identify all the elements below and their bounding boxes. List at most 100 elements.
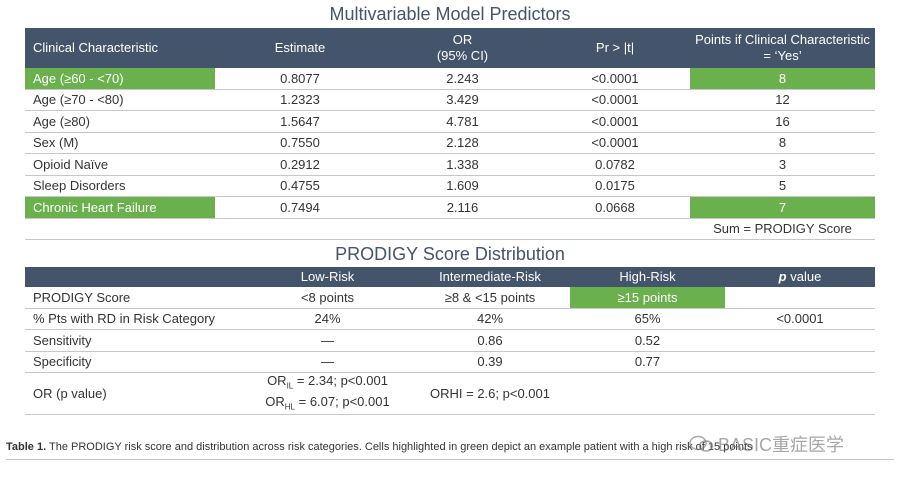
wechat-icon (689, 435, 714, 452)
row-label: % Pts with RD in Risk Category (25, 308, 245, 330)
header-p-italic: p (778, 269, 787, 284)
row-pr: 0.0668 (540, 196, 690, 219)
row-characteristic: Age (≥80) (25, 110, 215, 133)
row-intermediate: 0.86 (410, 329, 570, 352)
header-p-rest: value (786, 269, 822, 284)
row-low: <8 points (245, 287, 410, 309)
row-characteristic: Age (≥70 - <80) (25, 89, 215, 111)
row-high: ≥15 points (570, 287, 725, 309)
row-intermediate: ≥8 & <15 points (410, 287, 570, 309)
row-estimate: 1.5647 (215, 110, 385, 133)
caption-label: Table 1. (6, 441, 47, 453)
row-high-or (570, 372, 725, 416)
row-high: 0.52 (570, 329, 725, 352)
row-characteristic: Chronic Heart Failure (25, 196, 215, 219)
row-points: 3 (690, 153, 875, 176)
row-p (725, 287, 875, 309)
row-pr: <0.0001 (540, 110, 690, 133)
predictors-table: Clinical Characteristic Estimate OR (95% … (25, 28, 875, 240)
table-row: Sex (M) 0.7550 2.128 <0.0001 8 (25, 132, 875, 154)
table-row: PRODIGY Score <8 points ≥8 & <15 points … (25, 287, 875, 309)
header-blank (25, 267, 245, 287)
row-intermediate-or: ORHI = 2.6; p<0.001 (410, 372, 570, 416)
header-or: OR (95% CI) (385, 28, 540, 68)
row-label: Specificity (25, 351, 245, 373)
table-row: Sleep Disorders 0.4755 1.609 0.0175 5 (25, 175, 875, 197)
row-label: OR (p value) (25, 372, 245, 416)
header-low-risk: Low-Risk (245, 267, 410, 287)
header-intermediate-risk: Intermediate-Risk (410, 267, 570, 287)
row-estimate: 0.4755 (215, 175, 385, 197)
header-p-value: p value (725, 267, 875, 287)
table1-header-row: Clinical Characteristic Estimate OR (95% … (25, 28, 875, 68)
row-points: 8 (690, 68, 875, 90)
table-row: Opioid Naïve 0.2912 1.338 0.0782 3 (25, 153, 875, 176)
row-estimate: 0.2912 (215, 153, 385, 176)
caption-text: The PRODIGY risk score and distribution … (46, 441, 753, 453)
row-label: Sensitivity (25, 329, 245, 352)
row-low: — (245, 329, 410, 352)
table-row: % Pts with RD in Risk Category 24% 42% 6… (25, 308, 875, 330)
table-row: Age (≥70 - <80) 1.2323 3.429 <0.0001 12 (25, 89, 875, 111)
row-low: 24% (245, 308, 410, 330)
row-characteristic: Sex (M) (25, 132, 215, 154)
table1-title: Multivariable Model Predictors (329, 4, 571, 24)
or-hl-prefix: OR (265, 393, 285, 409)
row-estimate: 0.8077 (215, 68, 385, 90)
row-label: PRODIGY Score (25, 287, 245, 309)
sum-spacer (25, 218, 690, 240)
table2-header-row: Low-Risk Intermediate-Risk High-Risk p v… (25, 267, 875, 287)
or-il-value: = 2.34; p<0.001 (293, 373, 388, 388)
table-row: OR (p value) ORIL = 2.34; p<0.001 ORHL =… (25, 372, 875, 416)
row-high: 0.77 (570, 351, 725, 373)
header-or-line1: OR (452, 32, 473, 47)
row-intermediate: 0.39 (410, 351, 570, 373)
sum-label: Sum = PRODIGY Score (690, 218, 875, 240)
header-estimate: Estimate (215, 28, 385, 68)
header-or-line2: (95% CI) (436, 48, 489, 63)
row-or: 1.609 (385, 175, 540, 197)
row-characteristic: Sleep Disorders (25, 175, 215, 197)
distribution-table: Low-Risk Intermediate-Risk High-Risk p v… (25, 267, 875, 416)
row-p-or (725, 372, 875, 416)
row-or: 3.429 (385, 89, 540, 111)
row-pr: <0.0001 (540, 68, 690, 90)
table-row: Sensitivity — 0.86 0.52 (25, 329, 875, 352)
row-points: 5 (690, 175, 875, 197)
row-pr: <0.0001 (540, 132, 690, 154)
row-p (725, 351, 875, 373)
row-low-or: ORIL = 2.34; p<0.001 ORHL = 6.07; p<0.00… (245, 372, 410, 416)
header-points: Points if Clinical Characteristic = ‘Yes’ (690, 28, 875, 68)
row-points: 8 (690, 132, 875, 154)
row-or: 1.338 (385, 153, 540, 176)
or-il-prefix: OR (267, 373, 287, 388)
row-pr: 0.0175 (540, 175, 690, 197)
row-pr: 0.0782 (540, 153, 690, 176)
row-or: 2.116 (385, 196, 540, 219)
watermark-text: BASIC重症医学 (718, 435, 845, 455)
row-or: 2.128 (385, 132, 540, 154)
row-intermediate: 42% (410, 308, 570, 330)
table-row: Age (≥80) 1.5647 4.781 <0.0001 16 (25, 110, 875, 133)
row-points: 7 (690, 196, 875, 219)
table-caption: Table 1. The PRODIGY risk score and dist… (6, 441, 894, 460)
row-estimate: 0.7550 (215, 132, 385, 154)
row-points: 16 (690, 110, 875, 133)
header-high-risk: High-Risk (570, 267, 725, 287)
header-points-line2: = ‘Yes’ (763, 48, 802, 63)
or-hl-value: = 6.07; p<0.001 (295, 393, 390, 409)
row-or: 2.243 (385, 68, 540, 90)
table-row: Age (≥60 - <70) 0.8077 2.243 <0.0001 8 (25, 68, 875, 90)
row-p (725, 329, 875, 352)
header-characteristic: Clinical Characteristic (25, 28, 215, 68)
row-pr: <0.0001 (540, 89, 690, 111)
table-row: Chronic Heart Failure 0.7494 2.116 0.066… (25, 196, 875, 219)
or-il-sub: IL (286, 381, 294, 391)
row-p: <0.0001 (725, 308, 875, 330)
or-hl-sub: HL (284, 402, 296, 412)
table-row: Specificity — 0.39 0.77 (25, 351, 875, 373)
row-points: 12 (690, 89, 875, 111)
table2-title: PRODIGY Score Distribution (335, 244, 565, 264)
row-characteristic: Opioid Naïve (25, 153, 215, 176)
row-estimate: 1.2323 (215, 89, 385, 111)
